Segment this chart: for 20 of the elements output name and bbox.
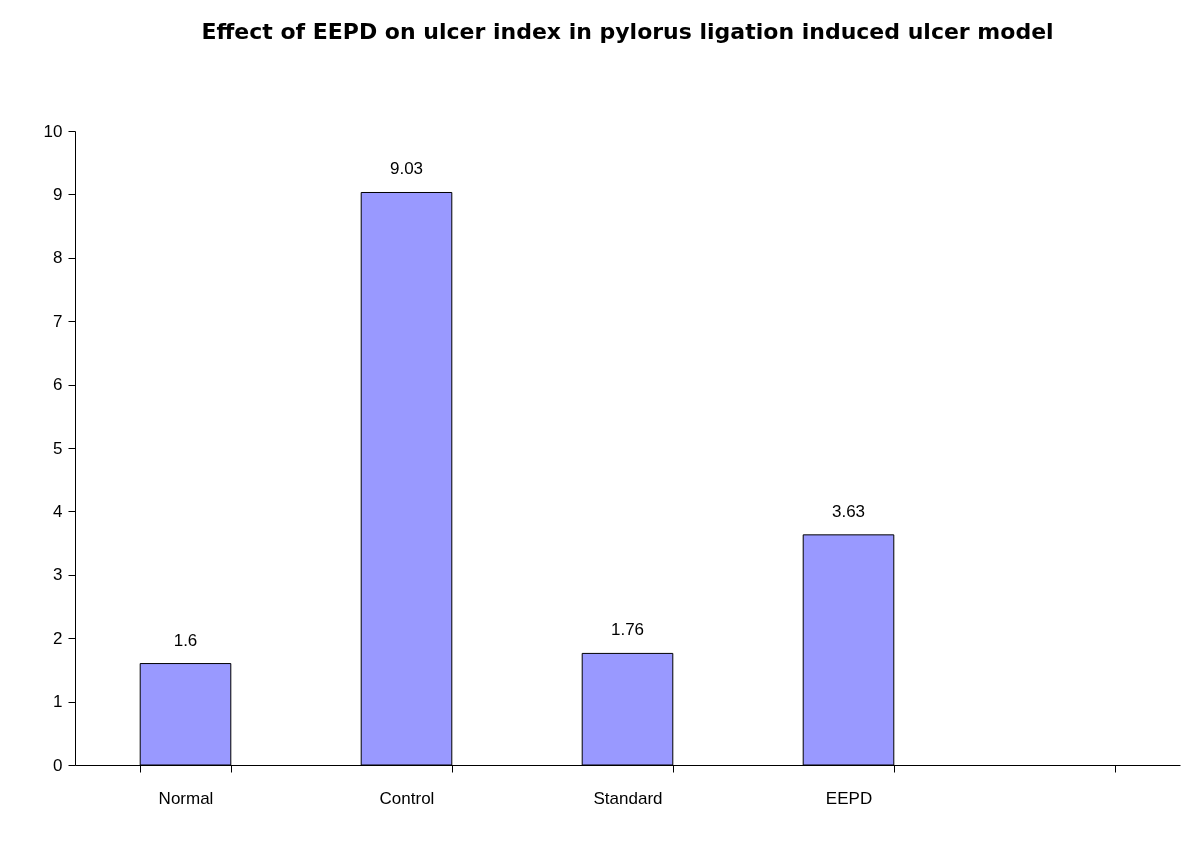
chart-title: Effect of EEPD on ulcer index in pylorus ligation induced ulcer model bbox=[201, 19, 1054, 44]
data-label: 1.76 bbox=[610, 620, 645, 640]
y-tick-label: 3 bbox=[53, 565, 63, 585]
y-tick-label: 0 bbox=[53, 755, 63, 775]
x-tick-label: EEPD bbox=[825, 788, 873, 808]
data-label: 1.6 bbox=[173, 630, 198, 650]
y-tick-label: 9 bbox=[53, 184, 63, 204]
y-tick-label: 10 bbox=[43, 121, 63, 141]
y-tick-label: 4 bbox=[53, 501, 63, 521]
data-label: 9.03 bbox=[389, 159, 424, 179]
x-tick-label: Normal bbox=[158, 788, 214, 808]
y-tick-label: 8 bbox=[53, 248, 63, 268]
y-tick-label: 5 bbox=[53, 438, 63, 458]
data-label: 3.63 bbox=[831, 501, 866, 521]
x-tick-label: Standard bbox=[593, 788, 663, 808]
y-tick-label: 7 bbox=[53, 311, 63, 331]
y-tick-label: 6 bbox=[53, 375, 63, 395]
y-tick-label: 1 bbox=[53, 692, 63, 712]
x-tick-label: Control bbox=[379, 788, 435, 808]
y-tick-label: 2 bbox=[53, 628, 63, 648]
